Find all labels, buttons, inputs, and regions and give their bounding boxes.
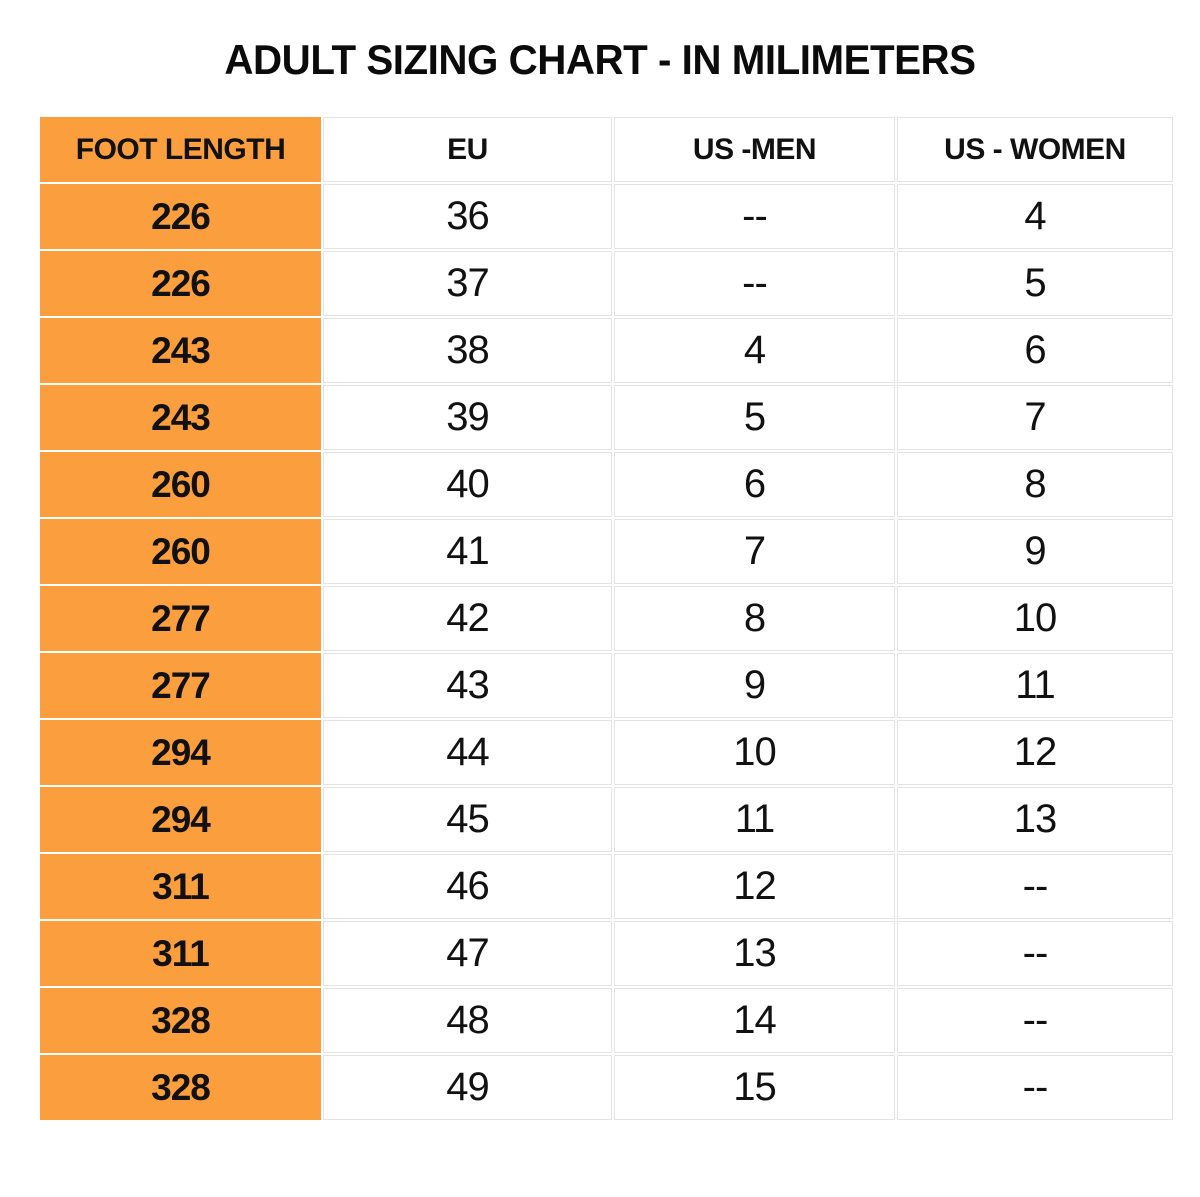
cell-eu: 41 — [323, 519, 612, 584]
cell-foot-length: 260 — [40, 452, 321, 517]
cell-us-women: 12 — [897, 720, 1173, 785]
table-row: 243 38 4 6 — [40, 318, 1173, 383]
cell-eu: 42 — [323, 586, 612, 651]
cell-eu: 46 — [323, 854, 612, 919]
cell-us-men: 9 — [614, 653, 895, 718]
cell-us-men: 5 — [614, 385, 895, 450]
table-row: 226 37 -- 5 — [40, 251, 1173, 316]
cell-us-women: 4 — [897, 184, 1173, 249]
cell-foot-length: 226 — [40, 251, 321, 316]
cell-us-men: 8 — [614, 586, 895, 651]
cell-us-women: -- — [897, 921, 1173, 986]
cell-foot-length: 277 — [40, 653, 321, 718]
cell-us-women: 5 — [897, 251, 1173, 316]
table-row: 328 49 15 -- — [40, 1055, 1173, 1120]
cell-eu: 45 — [323, 787, 612, 852]
cell-eu: 36 — [323, 184, 612, 249]
cell-foot-length: 243 — [40, 318, 321, 383]
table-row: 260 41 7 9 — [40, 519, 1173, 584]
cell-foot-length: 294 — [40, 787, 321, 852]
cell-foot-length: 294 — [40, 720, 321, 785]
cell-eu: 49 — [323, 1055, 612, 1120]
column-header-us-women: US - WOMEN — [897, 117, 1173, 182]
cell-us-women: 7 — [897, 385, 1173, 450]
cell-foot-length: 328 — [40, 988, 321, 1053]
table-row: 294 44 10 12 — [40, 720, 1173, 785]
cell-eu: 38 — [323, 318, 612, 383]
table-row: 260 40 6 8 — [40, 452, 1173, 517]
cell-us-women: 9 — [897, 519, 1173, 584]
column-header-foot-length: FOOT LENGTH — [40, 117, 321, 182]
cell-foot-length: 328 — [40, 1055, 321, 1120]
cell-us-women: -- — [897, 988, 1173, 1053]
table-row: 311 46 12 -- — [40, 854, 1173, 919]
table-row: 277 42 8 10 — [40, 586, 1173, 651]
table-row: 328 48 14 -- — [40, 988, 1173, 1053]
cell-foot-length: 226 — [40, 184, 321, 249]
cell-us-men: 10 — [614, 720, 895, 785]
cell-foot-length: 311 — [40, 854, 321, 919]
cell-us-men: -- — [614, 251, 895, 316]
table-row: 294 45 11 13 — [40, 787, 1173, 852]
cell-us-women: 8 — [897, 452, 1173, 517]
cell-us-women: 6 — [897, 318, 1173, 383]
cell-eu: 43 — [323, 653, 612, 718]
cell-eu: 37 — [323, 251, 612, 316]
cell-us-men: 11 — [614, 787, 895, 852]
header-row: FOOT LENGTH EU US -MEN US - WOMEN — [40, 117, 1173, 182]
table-row: 243 39 5 7 — [40, 385, 1173, 450]
table-row: 226 36 -- 4 — [40, 184, 1173, 249]
cell-us-women: -- — [897, 1055, 1173, 1120]
cell-us-men: 15 — [614, 1055, 895, 1120]
cell-eu: 40 — [323, 452, 612, 517]
cell-eu: 44 — [323, 720, 612, 785]
cell-foot-length: 311 — [40, 921, 321, 986]
page-title: ADULT SIZING CHART - IN MILIMETERS — [224, 36, 976, 83]
cell-eu: 48 — [323, 988, 612, 1053]
cell-foot-length: 243 — [40, 385, 321, 450]
cell-us-men: 12 — [614, 854, 895, 919]
cell-us-men: 6 — [614, 452, 895, 517]
cell-eu: 47 — [323, 921, 612, 986]
cell-us-women: 13 — [897, 787, 1173, 852]
table-row: 277 43 9 11 — [40, 653, 1173, 718]
cell-us-men: -- — [614, 184, 895, 249]
cell-us-men: 13 — [614, 921, 895, 986]
column-header-eu: EU — [323, 117, 612, 182]
table-row: 311 47 13 -- — [40, 921, 1173, 986]
cell-us-men: 14 — [614, 988, 895, 1053]
cell-foot-length: 277 — [40, 586, 321, 651]
sizing-table: FOOT LENGTH EU US -MEN US - WOMEN 226 36… — [38, 115, 1175, 1122]
cell-foot-length: 260 — [40, 519, 321, 584]
cell-us-men: 7 — [614, 519, 895, 584]
cell-eu: 39 — [323, 385, 612, 450]
cell-us-women: -- — [897, 854, 1173, 919]
cell-us-women: 10 — [897, 586, 1173, 651]
cell-us-women: 11 — [897, 653, 1173, 718]
column-header-us-men: US -MEN — [614, 117, 895, 182]
cell-us-men: 4 — [614, 318, 895, 383]
